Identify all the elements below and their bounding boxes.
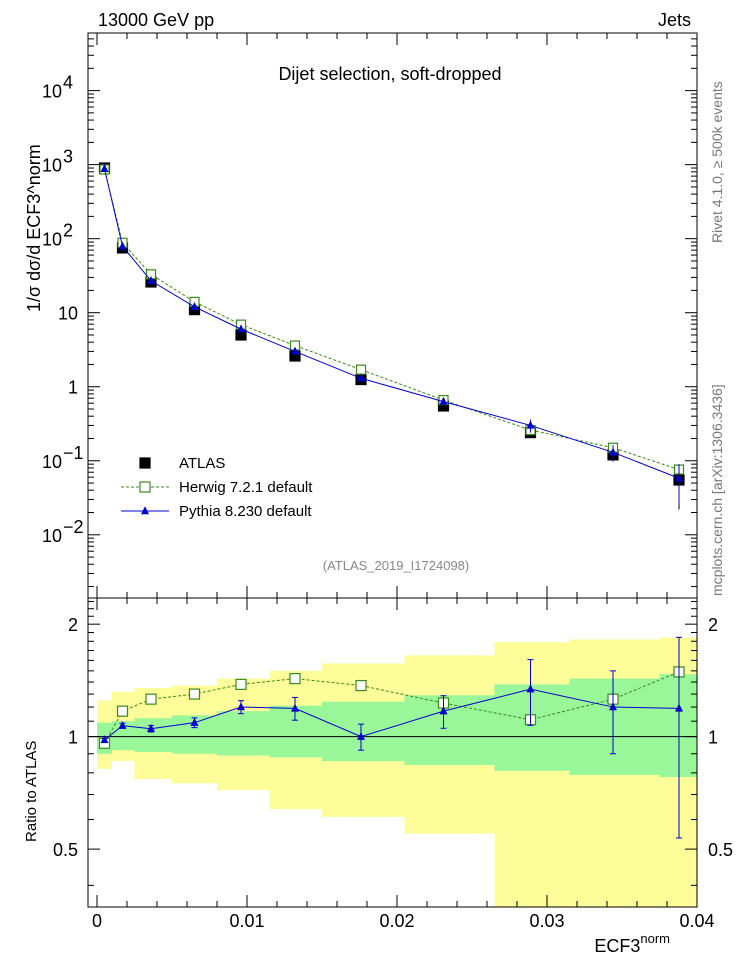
x-axis-title: ECF3norm bbox=[594, 931, 670, 956]
legend: ATLAS Herwig 7.2.1 default Pythia 8.230 de… bbox=[121, 455, 313, 520]
band-inner-bin bbox=[659, 674, 697, 777]
y-tick-label: 1 bbox=[68, 378, 78, 398]
y-tick-label: 10 bbox=[42, 526, 62, 546]
y-tick-exponent: 3 bbox=[63, 147, 73, 167]
x-axis-title-main: ECF3 bbox=[594, 936, 640, 956]
ratio-tick-label-left: 1 bbox=[68, 728, 78, 748]
band-inner-bin bbox=[404, 695, 495, 765]
ratio-tick-label-right: 0.5 bbox=[708, 840, 733, 860]
x-tick-label: 0.02 bbox=[379, 911, 414, 931]
y-tick-label: 10 bbox=[42, 452, 62, 472]
band-inner-bin bbox=[494, 684, 570, 771]
legend-atlas-marker bbox=[139, 457, 151, 469]
plot-frames bbox=[87, 32, 698, 908]
pythia-point bbox=[675, 473, 683, 482]
herwig-ratio-point bbox=[116, 705, 129, 717]
band-outer-bin bbox=[494, 642, 570, 907]
ratio-tick-label-left: 2 bbox=[68, 615, 78, 635]
pythia-ratio-point bbox=[190, 717, 199, 726]
pythia-ratio-point bbox=[118, 720, 127, 729]
mcplots-label: mcplots.cern.ch [arXiv:1306.3436] bbox=[709, 384, 725, 596]
y-axis-title: 1/σ dσ/d ECF3^norm bbox=[24, 144, 44, 312]
legend-herwig-marker bbox=[139, 481, 151, 493]
data-series bbox=[98, 162, 685, 839]
pythia-point bbox=[190, 302, 199, 311]
ratio-tick-label-right: 2 bbox=[708, 615, 718, 635]
chart-title: Dijet selection, soft-dropped bbox=[278, 64, 501, 84]
pythia-point bbox=[118, 241, 127, 250]
header-right: Jets bbox=[658, 10, 691, 30]
y-tick-label: 10 bbox=[58, 304, 78, 324]
herwig-ratio-line bbox=[104, 671, 680, 744]
pythia-ratio-point bbox=[609, 702, 617, 711]
pythia-ratio-point bbox=[147, 723, 155, 732]
y-tick-exponent: −1 bbox=[63, 443, 84, 463]
band-inner-bin bbox=[322, 701, 405, 762]
legend-label: Pythia 8.230 default bbox=[179, 503, 312, 520]
herwig-ratio-point bbox=[289, 673, 301, 685]
pythia-ratio-point bbox=[439, 706, 448, 715]
legend-pythia-marker bbox=[141, 506, 149, 515]
band-inner-bin bbox=[217, 711, 270, 756]
band-inner-bin bbox=[112, 721, 135, 751]
legend-label: Herwig 7.2.1 default bbox=[179, 479, 313, 496]
rivet-version-label: Rivet 4.1.0, ≥ 500k events bbox=[709, 81, 725, 243]
pythia-point bbox=[147, 275, 155, 284]
pythia-point bbox=[291, 346, 299, 355]
herwig-line bbox=[104, 169, 680, 471]
herwig-ratio-point bbox=[188, 688, 201, 700]
ratio-tick-label-left: 0.5 bbox=[53, 840, 78, 860]
pythia-ratio-point bbox=[526, 684, 535, 693]
band-inner-bin bbox=[134, 718, 172, 752]
x-tick-label: 0 bbox=[92, 911, 102, 931]
y-tick-label: 10 bbox=[42, 82, 62, 102]
pythia-ratio-point bbox=[675, 703, 683, 712]
y-tick-label: 10 bbox=[42, 156, 62, 176]
pythia-point bbox=[237, 324, 245, 333]
legend-label: ATLAS bbox=[179, 455, 225, 472]
ratio-uncertainty-bands bbox=[97, 637, 697, 907]
herwig-ratio-point bbox=[355, 679, 367, 692]
x-tick-label: 0.01 bbox=[229, 911, 264, 931]
x-tick-label: 0.03 bbox=[529, 911, 564, 931]
pythia-ratio-point bbox=[100, 735, 109, 744]
y-tick-exponent: 2 bbox=[63, 221, 73, 241]
pythia-point bbox=[526, 420, 535, 429]
herwig-ratio-point bbox=[235, 678, 247, 690]
y-tick-exponent: −2 bbox=[63, 517, 84, 537]
pythia-ratio-point bbox=[237, 702, 245, 711]
pythia-point bbox=[100, 163, 109, 172]
band-inner-bin bbox=[269, 705, 322, 758]
pythia-point bbox=[439, 396, 448, 405]
herwig-ratio-point bbox=[145, 693, 157, 705]
analysis-reference: (ATLAS_2019_I1724098) bbox=[323, 558, 469, 573]
y-tick-label: 10 bbox=[42, 230, 62, 250]
ratio-tick-label-right: 1 bbox=[708, 728, 718, 748]
x-axis-title-sup: norm bbox=[640, 931, 670, 946]
pythia-ratio-point bbox=[291, 703, 299, 712]
pythia-point bbox=[357, 373, 365, 382]
herwig-point bbox=[355, 364, 367, 375]
header-left: 13000 GeV pp bbox=[98, 10, 214, 30]
band-inner-bin bbox=[569, 678, 660, 775]
y-tick-exponent: 4 bbox=[63, 73, 73, 93]
pythia-ratio-point bbox=[357, 731, 365, 740]
x-tick-label: 0.04 bbox=[679, 911, 714, 931]
ratio-plot-frame bbox=[87, 597, 698, 908]
pythia-line bbox=[104, 168, 680, 479]
pythia-point bbox=[609, 447, 617, 456]
ratio-axis-title: Ratio to ATLAS bbox=[23, 741, 40, 842]
